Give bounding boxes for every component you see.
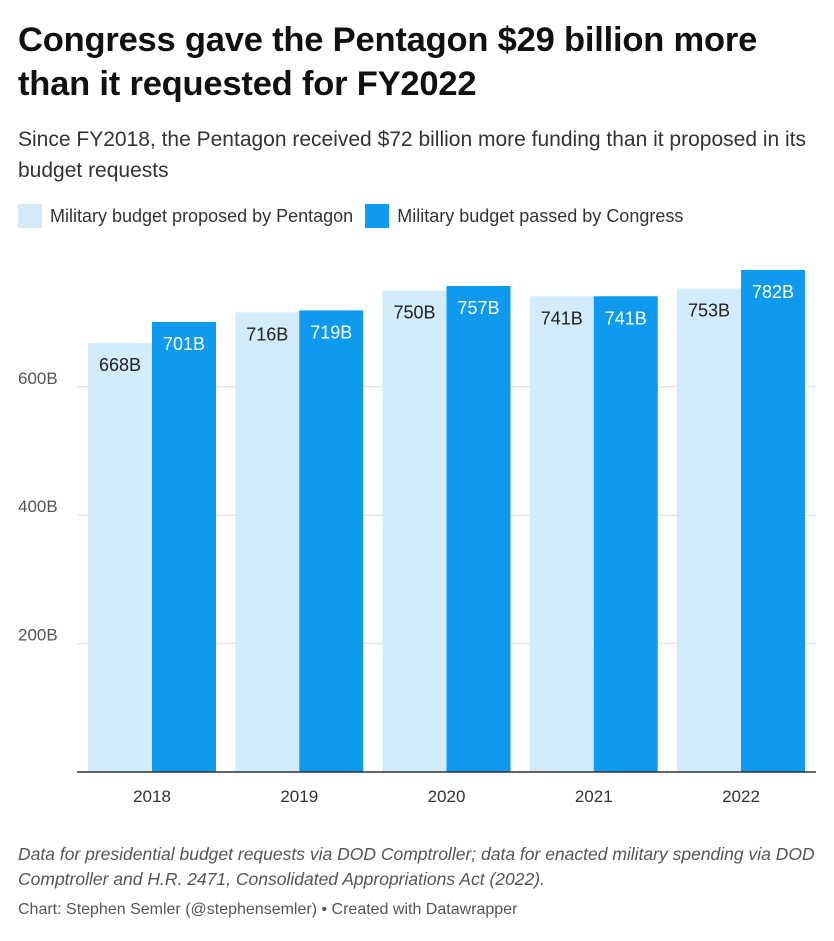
x-tick-label: 2020 xyxy=(428,787,466,806)
x-tick-label: 2021 xyxy=(575,787,613,806)
data-label: 782B xyxy=(752,282,794,302)
data-label: 668B xyxy=(99,355,141,375)
x-tick-label: 2019 xyxy=(280,787,318,806)
y-tick-label: 400B xyxy=(18,497,58,516)
chart-subtitle: Since FY2018, the Pentagon received $72 … xyxy=(18,128,807,182)
legend: Military budget proposed by Pentagon Mil… xyxy=(18,204,695,228)
data-label: 716B xyxy=(246,324,288,344)
legend-swatch-proposed xyxy=(18,204,42,228)
bar-proposed xyxy=(88,343,152,772)
bar-passed xyxy=(446,286,511,772)
y-tick-label: 600B xyxy=(18,369,58,388)
legend-item-passed: Military budget passed by Congress xyxy=(365,204,683,228)
bar-passed xyxy=(299,310,364,772)
x-tick-label: 2018 xyxy=(133,787,171,806)
legend-item-proposed: Military budget proposed by Pentagon xyxy=(18,204,353,228)
bar-passed xyxy=(741,269,805,772)
data-label: 757B xyxy=(457,298,499,318)
chart-title: Congress gave the Pentagon $29 billion m… xyxy=(18,21,758,103)
data-label: 753B xyxy=(688,301,730,321)
y-tick-label: 200B xyxy=(18,626,58,645)
data-label: 719B xyxy=(310,322,352,342)
bar-proposed xyxy=(677,288,741,772)
bar-passed xyxy=(152,321,216,772)
data-label: 750B xyxy=(393,303,435,323)
data-label: 741B xyxy=(541,308,583,328)
legend-swatch-passed xyxy=(365,204,390,228)
bar-passed xyxy=(593,296,658,772)
legend-label-proposed: Military budget proposed by Pentagon xyxy=(50,205,354,226)
source-notes: Data for presidential budget requests vi… xyxy=(18,844,815,889)
data-label: 701B xyxy=(163,334,205,354)
bar-proposed xyxy=(235,312,300,772)
chart-credit: Chart: Stephen Semler (@stephensemler) •… xyxy=(18,901,518,918)
bar-proposed xyxy=(382,290,447,772)
legend-label-passed: Military budget passed by Congress xyxy=(397,205,684,226)
x-tick-label: 2022 xyxy=(722,787,760,806)
bar-chart: 200B 400B 600B 668B 701B 2018 716B 719B 2019 750B… xyxy=(18,269,816,806)
bar-proposed xyxy=(529,296,594,772)
data-label: 741B xyxy=(605,308,647,328)
